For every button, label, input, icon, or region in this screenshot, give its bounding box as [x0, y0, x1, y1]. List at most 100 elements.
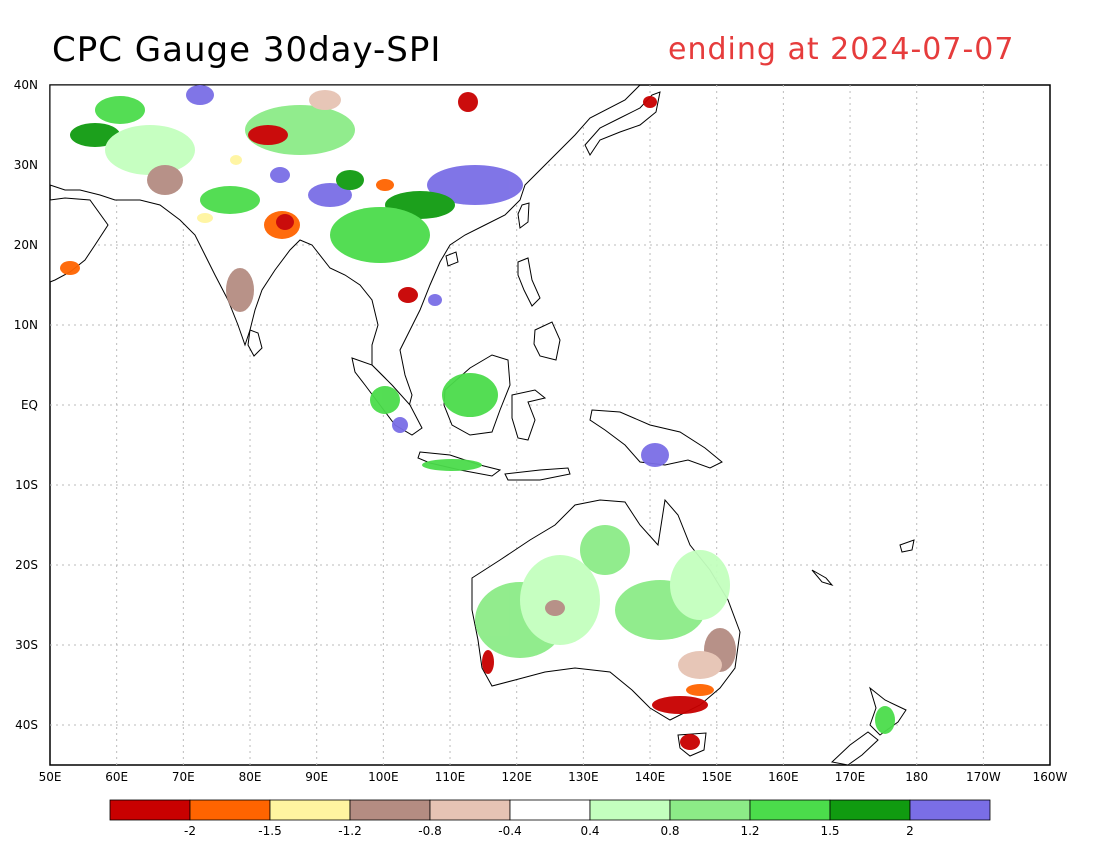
spi-patch — [226, 268, 254, 312]
legend-swatch — [429, 799, 511, 821]
spi-patch — [60, 261, 80, 275]
spi-patch — [392, 417, 408, 433]
legend-tick-label: 2 — [906, 824, 914, 838]
longitude-label: 120E — [501, 770, 532, 784]
spi-patch — [686, 684, 714, 696]
legend-swatch — [269, 799, 351, 821]
latitude-label: 10N — [13, 318, 38, 332]
philippines-mindanao — [533, 321, 561, 361]
longitude-label: 130E — [568, 770, 599, 784]
sri-lanka — [247, 329, 263, 357]
legend-tick-label: -1.2 — [338, 824, 362, 838]
spi-patch — [376, 179, 394, 191]
legend-tick-label: -1.5 — [258, 824, 282, 838]
color-legend — [109, 799, 991, 821]
longitude-label: 180 — [905, 770, 929, 784]
spi-patch — [482, 650, 494, 674]
latitude-label: 20S — [15, 558, 38, 572]
longitude-label: 80E — [238, 770, 262, 784]
spi-patch — [680, 734, 700, 750]
legend-swatch — [509, 799, 591, 821]
longitude-label: 90E — [305, 770, 329, 784]
longitude-label: 170E — [834, 770, 866, 784]
legend-swatch — [829, 799, 911, 821]
longitude-label: 140E — [634, 770, 666, 784]
map-title: CPC Gauge 30day-SPI — [52, 30, 442, 70]
japan — [584, 91, 661, 156]
spi-patch — [520, 555, 600, 645]
map-date-subtitle: ending at 2024-07-07 — [668, 32, 1015, 67]
spi-patch — [652, 696, 708, 714]
spi-patch — [105, 125, 195, 175]
spi-patch — [641, 443, 669, 467]
legend-tick-label: 1.2 — [740, 824, 760, 838]
australia — [471, 498, 741, 721]
taiwan — [517, 202, 530, 229]
legend-swatch — [189, 799, 271, 821]
spi-patch — [197, 213, 213, 223]
spi-patch — [422, 459, 482, 471]
legend-swatch — [749, 799, 831, 821]
new-guinea — [589, 409, 723, 469]
legend-swatch — [669, 799, 751, 821]
spi-patch — [370, 386, 400, 414]
longitude-label: 70E — [171, 770, 195, 784]
arabia — [49, 197, 109, 283]
fiji — [899, 539, 915, 553]
latitude-label: EQ — [20, 398, 38, 412]
longitude-label: 50E — [38, 770, 62, 784]
new-caledonia — [811, 569, 834, 586]
maritime-land — [351, 354, 723, 481]
spi-shading — [60, 85, 895, 750]
legend-tick-label: 1.5 — [820, 824, 840, 838]
spi-patch — [427, 165, 523, 205]
longitude-label: 170W — [965, 770, 1001, 784]
spi-patch — [670, 550, 730, 620]
spi-patch — [186, 85, 214, 105]
spi-patch — [230, 155, 242, 165]
longitude-label: 160E — [768, 770, 799, 784]
spi-patch — [643, 96, 657, 108]
spi-patch — [580, 525, 630, 575]
spi-patch — [95, 96, 145, 124]
latitude-label: 40N — [13, 78, 38, 92]
longitude-label: 160W — [1032, 770, 1068, 784]
spi-patch — [147, 165, 183, 195]
latitude-label: 40S — [15, 718, 38, 732]
spi-patch — [270, 167, 290, 183]
latitude-label: 30N — [13, 158, 38, 172]
latitude-label: 10S — [15, 478, 38, 492]
spi-patch — [336, 170, 364, 190]
spi-patch — [309, 90, 341, 110]
spi-patch — [308, 183, 352, 207]
spi-patch — [545, 600, 565, 616]
latitude-label: 30S — [15, 638, 38, 652]
spi-patch — [248, 125, 288, 145]
legend-tick-label: -2 — [184, 824, 196, 838]
legend-swatch — [589, 799, 671, 821]
longitude-label: 150E — [701, 770, 732, 784]
spi-patch — [330, 207, 430, 263]
legend-tick-label: -0.4 — [498, 824, 522, 838]
latitude-label: 20N — [13, 238, 38, 252]
spi-patch — [458, 92, 478, 112]
legend-tick-label: 0.8 — [660, 824, 680, 838]
philippines-luzon — [517, 257, 541, 307]
longitude-label: 60E — [105, 770, 129, 784]
spi-patch — [875, 706, 895, 734]
legend-tick-label: -0.8 — [418, 824, 442, 838]
spi-patch — [276, 214, 294, 230]
hainan — [445, 251, 459, 267]
spi-patch — [442, 373, 498, 417]
spi-patch — [200, 186, 260, 214]
legend-swatch — [109, 799, 191, 821]
legend-swatch — [349, 799, 431, 821]
longitude-label: 100E — [368, 770, 399, 784]
lesser-sunda — [504, 467, 571, 481]
legend-swatch — [909, 799, 991, 821]
sulawesi — [511, 389, 547, 441]
longitude-label: 110E — [434, 770, 466, 784]
spi-patch — [428, 294, 442, 306]
spi-patch — [70, 123, 120, 147]
